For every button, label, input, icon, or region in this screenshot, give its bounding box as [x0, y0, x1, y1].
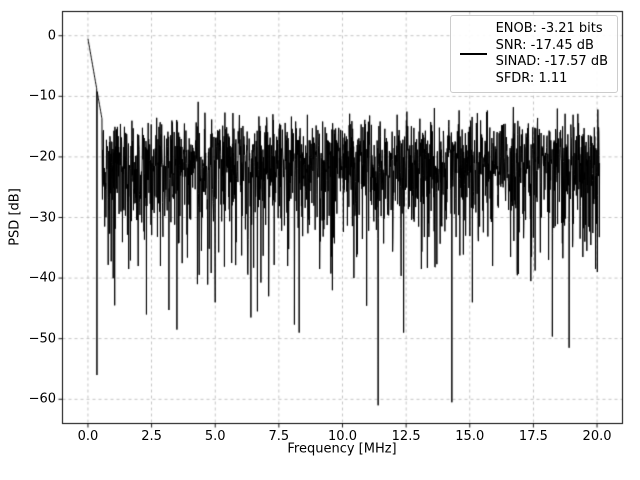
legend-entry-enob: ENOB: -3.21 bits: [495, 21, 603, 36]
x-tick-label: 17.5: [518, 429, 548, 444]
legend-entry-sfdr: SFDR: 1.11: [495, 70, 568, 86]
y-axis-label: PSD [dB]: [7, 188, 23, 246]
x-tick-label: 20.0: [582, 429, 612, 444]
x-tick-label: 5.0: [204, 429, 226, 444]
y-tick-label: −50: [28, 331, 56, 347]
y-tick-label: −20: [28, 149, 56, 165]
y-tick-label: −60: [28, 391, 56, 407]
legend-text-block: ENOB: -3.21 bits SNR: -17.45 dB SINAD: -…: [496, 21, 608, 87]
x-tick-label: 7.5: [268, 429, 290, 444]
legend-line-sample-icon: [459, 53, 487, 55]
y-tick-label: 0: [47, 28, 56, 44]
y-tick-label: −40: [28, 270, 56, 286]
x-tick-label: 2.5: [141, 429, 162, 444]
x-axis-label: Frequency [MHz]: [287, 441, 397, 457]
y-tick-label: −30: [28, 210, 56, 225]
x-tick-label: 0.0: [77, 429, 99, 444]
x-tick-label: 15.0: [455, 429, 485, 444]
legend-entry-sinad: SINAD: -17.57 dB: [495, 54, 608, 69]
x-tick-label: 10.0: [328, 429, 357, 444]
legend: ENOB: -3.21 bits SNR: -17.45 dB SINAD: -…: [449, 15, 618, 93]
y-tick-label: −10: [28, 88, 56, 104]
legend-entry-snr: SNR: -17.45 dB: [495, 37, 594, 53]
x-tick-label: 12.5: [391, 429, 421, 444]
